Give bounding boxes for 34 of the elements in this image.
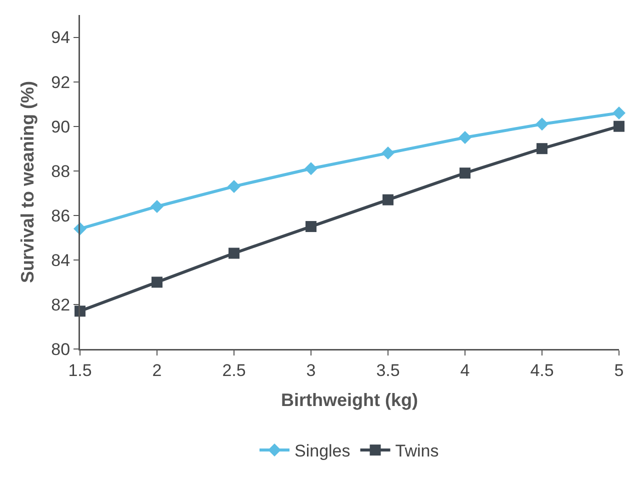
x-tick-label: 5: [614, 360, 624, 380]
point: [382, 194, 394, 206]
x-tick-label: 2: [152, 360, 162, 380]
y-tick-label: 80: [51, 340, 70, 359]
x-tick-label: 3: [306, 360, 316, 380]
point: [150, 200, 164, 213]
y-axis-title: Survival to weaning (%): [18, 80, 38, 284]
x-tick-label: 1.5: [68, 360, 92, 380]
point: [382, 146, 394, 160]
point: [614, 120, 624, 132]
point: [612, 106, 626, 120]
point: [304, 162, 318, 176]
legend-label: Singles: [294, 442, 350, 461]
point: [306, 221, 316, 232]
x-tick-label: 4: [460, 360, 470, 380]
x-tick-label: 2.5: [222, 360, 246, 380]
point: [536, 143, 548, 154]
point: [458, 130, 472, 144]
x-tick-label: 4.5: [530, 360, 554, 380]
point: [536, 118, 548, 131]
x-tick-label: 3.5: [376, 360, 400, 380]
y-tick-label: 94: [51, 28, 70, 48]
y-tick-label: 86: [51, 206, 70, 226]
x-axis-title: Birthweight (kg): [281, 390, 418, 410]
point: [228, 248, 240, 259]
point: [460, 168, 470, 179]
y-tick-label: 82: [51, 295, 70, 314]
y-tick-label: 92: [51, 72, 70, 92]
legend-label: Twins: [395, 442, 439, 461]
y-tick-label: 84: [51, 250, 70, 270]
point: [228, 180, 240, 193]
y-tick-label: 90: [51, 117, 70, 136]
point: [152, 276, 162, 288]
y-tick-label: 88: [51, 162, 70, 181]
